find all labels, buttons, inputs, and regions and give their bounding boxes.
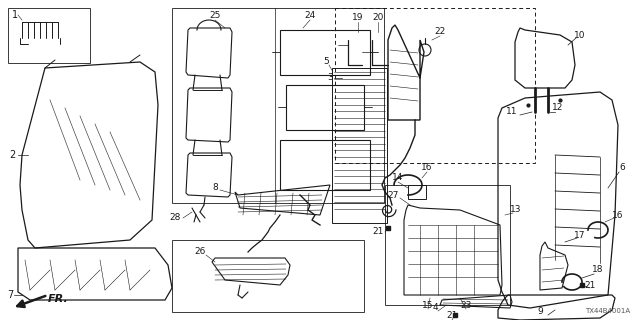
Bar [408,185,426,199]
Text: 7: 7 [7,290,13,300]
Text: 3: 3 [327,74,333,83]
Text: 11: 11 [506,108,518,116]
Text: 21: 21 [372,228,384,236]
Text: 21: 21 [446,311,458,320]
Text: 13: 13 [510,205,522,214]
Text: 20: 20 [372,13,384,22]
Text: 14: 14 [392,173,404,182]
Text: 16: 16 [612,211,624,220]
Text: 17: 17 [574,230,586,239]
Text: 9: 9 [537,308,543,316]
Text: 25: 25 [209,12,221,20]
Text: TX44B4001A: TX44B4001A [585,308,630,314]
Text: 4: 4 [432,303,438,313]
Bar [335,8,535,163]
Text: 21: 21 [584,281,596,290]
Text: 1: 1 [12,10,18,20]
Bar [385,185,510,305]
Text: 18: 18 [592,266,604,275]
Text: 26: 26 [195,247,205,257]
Text: 24: 24 [305,12,316,20]
Bar [172,8,384,203]
Text: 6: 6 [619,164,625,172]
Text: 27: 27 [387,190,399,199]
Text: 19: 19 [352,13,364,22]
Bar [172,240,364,312]
Bar [332,68,387,223]
Text: 2: 2 [9,150,15,160]
Text: 16: 16 [421,164,433,172]
Text: 15: 15 [422,300,434,309]
Text: 23: 23 [460,300,472,309]
Text: 5: 5 [323,58,329,67]
Text: 10: 10 [574,30,586,39]
Text: 8: 8 [212,183,218,193]
Text: 28: 28 [170,213,180,222]
Text: FR.: FR. [47,294,68,304]
Text: 22: 22 [435,28,445,36]
Bar [8,8,90,63]
Text: 12: 12 [552,103,564,113]
